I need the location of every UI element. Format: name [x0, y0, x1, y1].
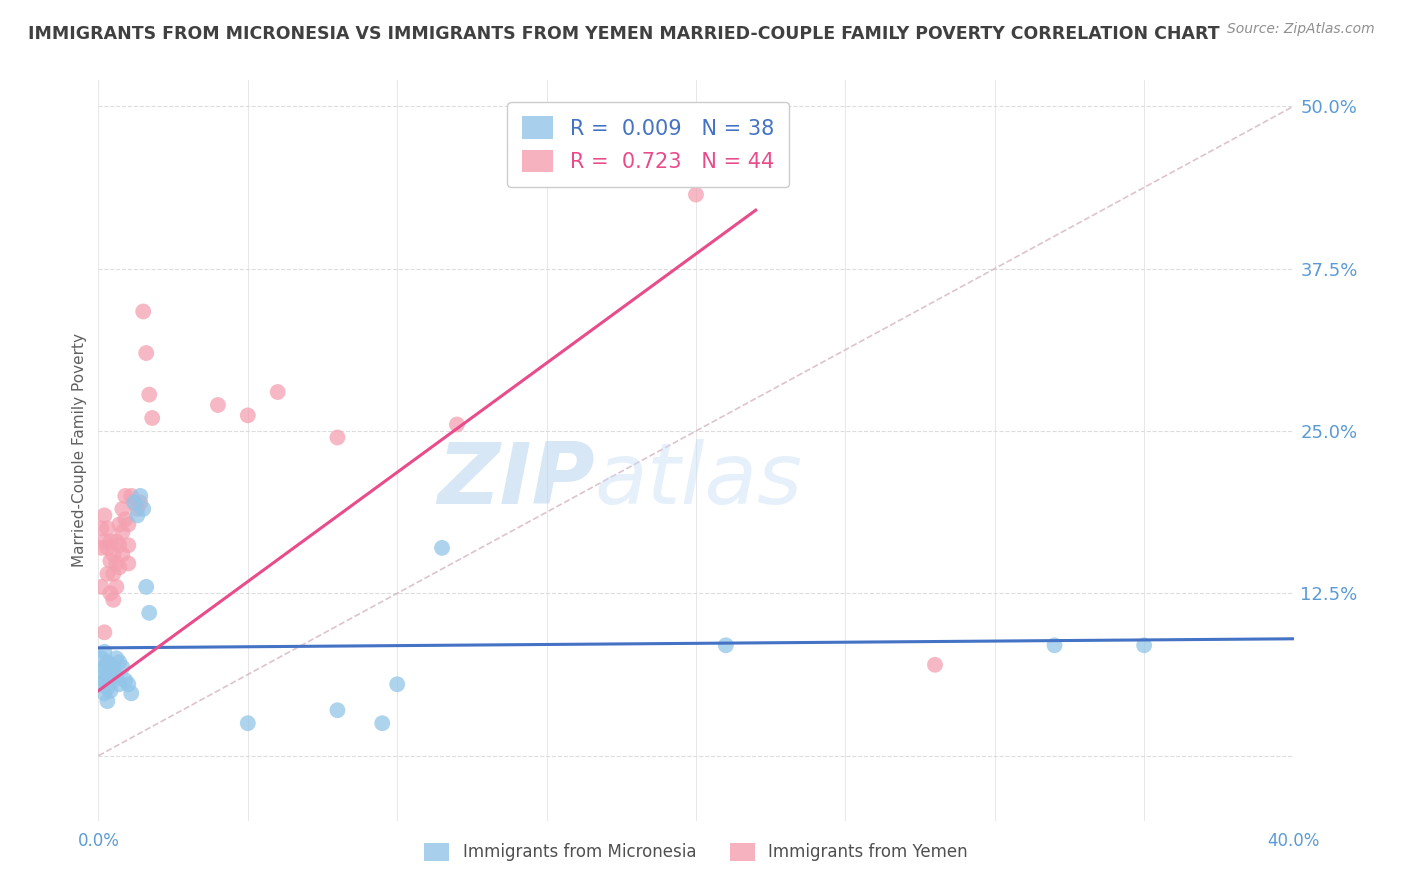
Point — [385, 677, 409, 691]
Point — [98, 671, 122, 685]
Point — [114, 512, 136, 526]
Point — [124, 495, 146, 509]
Point — [138, 606, 160, 620]
Point — [236, 716, 259, 731]
Point — [93, 645, 115, 659]
Text: IMMIGRANTS FROM MICRONESIA VS IMMIGRANTS FROM YEMEN MARRIED-COUPLE FAMILY POVERT: IMMIGRANTS FROM MICRONESIA VS IMMIGRANTS… — [28, 25, 1220, 43]
Point — [96, 668, 118, 682]
Point — [96, 655, 118, 669]
Point — [98, 534, 122, 549]
Point — [93, 625, 115, 640]
Point — [236, 409, 259, 423]
Point — [132, 502, 155, 516]
Point — [111, 525, 134, 540]
Point — [141, 411, 163, 425]
Point — [96, 541, 118, 555]
Point — [1133, 638, 1156, 652]
Point — [129, 495, 152, 509]
Point — [326, 430, 349, 444]
Point — [105, 651, 128, 665]
Point — [105, 668, 128, 682]
Point — [93, 534, 115, 549]
Point — [90, 541, 112, 555]
Point — [105, 534, 128, 549]
Point — [326, 703, 349, 717]
Text: atlas: atlas — [595, 439, 803, 522]
Point — [117, 557, 139, 571]
Point — [117, 517, 139, 532]
Y-axis label: Married-Couple Family Poverty: Married-Couple Family Poverty — [72, 334, 87, 567]
Point — [446, 417, 468, 432]
Point — [132, 304, 155, 318]
Point — [108, 677, 131, 691]
Point — [103, 592, 125, 607]
Point — [117, 677, 139, 691]
Point — [114, 489, 136, 503]
Point — [98, 683, 122, 698]
Text: ZIP: ZIP — [437, 439, 595, 522]
Point — [120, 489, 142, 503]
Point — [127, 508, 149, 523]
Point — [714, 638, 737, 652]
Point — [90, 580, 112, 594]
Point — [924, 657, 946, 672]
Point — [117, 538, 139, 552]
Point — [103, 547, 125, 561]
Text: Source: ZipAtlas.com: Source: ZipAtlas.com — [1227, 22, 1375, 37]
Point — [98, 586, 122, 600]
Point — [135, 580, 157, 594]
Point — [135, 346, 157, 360]
Point — [103, 566, 125, 581]
Point — [90, 677, 112, 691]
Point — [207, 398, 229, 412]
Point — [120, 686, 142, 700]
Point — [138, 387, 160, 401]
Point — [685, 187, 707, 202]
Point — [96, 566, 118, 581]
Point — [267, 384, 290, 399]
Point — [111, 547, 134, 561]
Point — [114, 673, 136, 688]
Legend: Immigrants from Micronesia, Immigrants from Yemen: Immigrants from Micronesia, Immigrants f… — [418, 836, 974, 868]
Point — [93, 686, 115, 700]
Point — [93, 673, 115, 688]
Point — [103, 660, 125, 674]
Point — [103, 673, 125, 688]
Point — [371, 716, 394, 731]
Point — [96, 681, 118, 695]
Point — [96, 694, 118, 708]
Point — [98, 554, 122, 568]
Point — [129, 489, 152, 503]
Point — [111, 660, 134, 674]
Point — [108, 655, 131, 669]
Point — [93, 508, 115, 523]
Point — [105, 557, 128, 571]
Point — [108, 538, 131, 552]
Point — [108, 517, 131, 532]
Point — [90, 521, 112, 535]
Point — [430, 541, 453, 555]
Point — [90, 665, 112, 679]
Point — [111, 502, 134, 516]
Point — [124, 495, 146, 509]
Point — [98, 657, 122, 672]
Point — [1043, 638, 1066, 652]
Point — [90, 651, 112, 665]
Point — [96, 521, 118, 535]
Point — [127, 502, 149, 516]
Point — [105, 580, 128, 594]
Point — [93, 660, 115, 674]
Point — [108, 560, 131, 574]
